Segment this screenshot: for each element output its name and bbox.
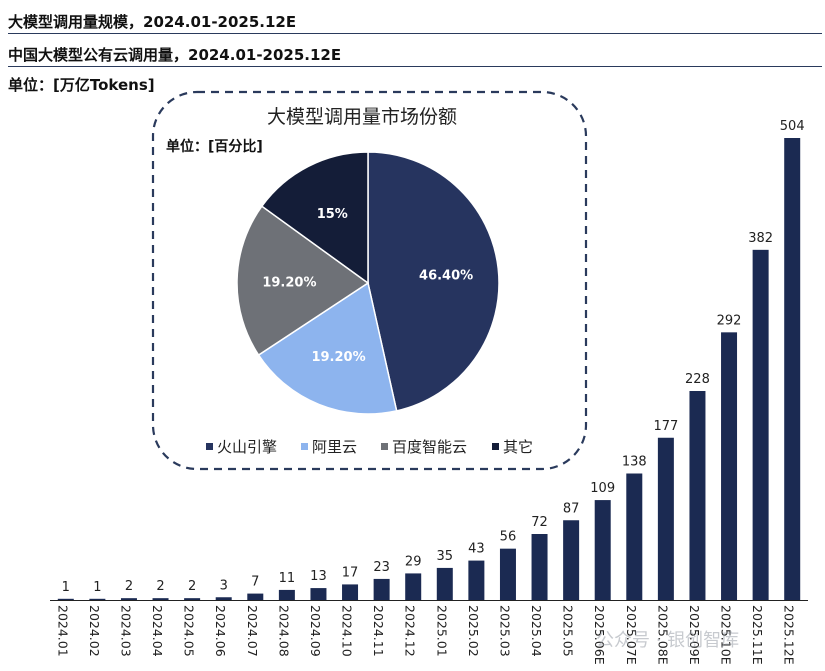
- bar-value-label: 3: [220, 578, 228, 593]
- bar-2024.09: [310, 588, 327, 600]
- x-tick-label: 2025.03: [497, 605, 512, 657]
- bar-2024.07: [247, 593, 264, 600]
- bar-value-label: 87: [563, 501, 580, 516]
- bar-2024.04: [152, 598, 169, 600]
- bar-value-label: 292: [717, 313, 742, 328]
- bar-2024.06: [215, 597, 232, 600]
- bar-2025.09E: [689, 391, 706, 600]
- pie-slice-1: [367, 151, 500, 412]
- bar-value-label: 109: [590, 481, 615, 496]
- legend-swatch: [381, 443, 388, 450]
- x-tick-label: 2024.05: [182, 605, 197, 657]
- bar-value-label: 7: [251, 575, 259, 590]
- legend-swatch: [206, 443, 213, 450]
- bar-2025.10E: [721, 332, 738, 600]
- legend-label: 阿里云: [312, 438, 357, 456]
- x-tick-label: 2024.11: [371, 605, 386, 657]
- bar-2025.04: [531, 534, 548, 600]
- bar-value-label: 2: [125, 579, 133, 594]
- bar-value-label: 23: [373, 560, 390, 575]
- legend-label: 火山引擎: [217, 438, 277, 456]
- subtitle-divider: [8, 66, 822, 67]
- x-tick-label: 2025.02: [466, 605, 481, 657]
- legend-label: 其它: [503, 438, 533, 456]
- x-tick-label: 2024.02: [87, 605, 102, 657]
- x-tick-label: 2025.05: [561, 605, 576, 657]
- bar-value-label: 56: [500, 530, 517, 545]
- x-tick-label: 2025.10E: [719, 605, 734, 665]
- bar-2024.12: [405, 573, 422, 600]
- bar-2025.07E: [626, 473, 643, 600]
- bar-2025.08E: [657, 437, 674, 600]
- bar-value-label: 1: [62, 580, 70, 595]
- pie-slice-4: [260, 151, 369, 285]
- bar-value-label: 72: [531, 515, 548, 530]
- legend-swatch: [301, 443, 308, 450]
- bar-value-label: 228: [685, 372, 710, 387]
- unit-label: 单位：[万亿Tokens]: [8, 76, 155, 94]
- x-tick-label: 2025.07E: [624, 605, 639, 665]
- bar-2025.01: [436, 567, 453, 600]
- bar-value-label: 29: [405, 554, 422, 569]
- x-tick-label: 2025.11E: [750, 605, 765, 665]
- bar-2024.02: [89, 598, 106, 600]
- bar-value-label: 35: [437, 549, 454, 564]
- bar-2025.03: [499, 548, 516, 600]
- bar-value-label: 2: [156, 579, 164, 594]
- legend-label: 百度智能云: [392, 438, 467, 456]
- bar-2025.11E: [752, 249, 769, 601]
- pie-title: 大模型调用量市场份额: [267, 106, 457, 128]
- bar-2024.03: [120, 598, 137, 600]
- x-tick-label: 2024.06: [213, 605, 228, 657]
- x-tick-label: 2024.09: [308, 605, 323, 657]
- x-tick-label: 2025.12E: [782, 605, 797, 665]
- pie-slice-2: [257, 281, 398, 415]
- bar-value-label: 11: [279, 571, 296, 586]
- x-tick-label: 2024.07: [245, 605, 260, 657]
- bar-value-label: 1: [93, 580, 101, 595]
- x-tick-label: 2024.10: [340, 605, 355, 657]
- page-title: 大模型调用量规模，2024.01-2025.12E: [8, 13, 297, 31]
- pie-slice-label: 19.20%: [262, 275, 316, 290]
- page-subtitle: 中国大模型公有云调用量，2024.01-2025.12E: [8, 46, 342, 64]
- bar-2024.05: [184, 598, 201, 600]
- x-tick-label: 2024.12: [403, 605, 418, 657]
- bar-2025.02: [468, 560, 485, 600]
- bar-2024.10: [342, 584, 359, 600]
- bar-2024.01: [57, 598, 74, 600]
- legend-swatch: [492, 443, 499, 450]
- bar-value-label: 138: [622, 455, 647, 470]
- x-tick-label: 2025.01: [434, 605, 449, 657]
- bar-value-label: 177: [653, 419, 678, 434]
- bar-value-label: 2: [188, 579, 196, 594]
- x-tick-label: 2025.04: [529, 605, 544, 657]
- bar-2025.06E: [594, 500, 611, 600]
- x-tick-label: 2024.03: [118, 605, 133, 657]
- bar-2024.08: [278, 589, 295, 600]
- bar-2025.05: [563, 520, 580, 600]
- bar-2024.11: [373, 578, 390, 600]
- bar-value-label: 43: [468, 542, 485, 557]
- x-tick-label: 2025.06E: [592, 605, 607, 665]
- bar-value-label: 382: [748, 231, 773, 246]
- title-divider: [8, 33, 822, 34]
- x-tick-label: 2025.08E: [655, 605, 670, 665]
- bar-2025.12E: [784, 138, 801, 600]
- bar-value-label: 13: [310, 569, 327, 584]
- watermark: 公众号 · 银创智库: [596, 630, 740, 651]
- pie-slice-label: 15%: [317, 207, 348, 222]
- bar-value-label: 504: [780, 119, 805, 134]
- x-tick-label: 2024.01: [55, 605, 70, 657]
- pie-slice-label: 19.20%: [311, 350, 365, 365]
- x-tick-label: 2024.04: [150, 605, 165, 657]
- pie-unit-label: 单位：[百分比]: [166, 138, 263, 155]
- x-tick-label: 2025.09E: [687, 605, 702, 665]
- pie-slice-label: 46.40%: [419, 268, 473, 283]
- x-tick-label: 2024.08: [276, 605, 291, 657]
- bar-value-label: 17: [342, 565, 359, 580]
- pie-slice-3: [236, 205, 370, 357]
